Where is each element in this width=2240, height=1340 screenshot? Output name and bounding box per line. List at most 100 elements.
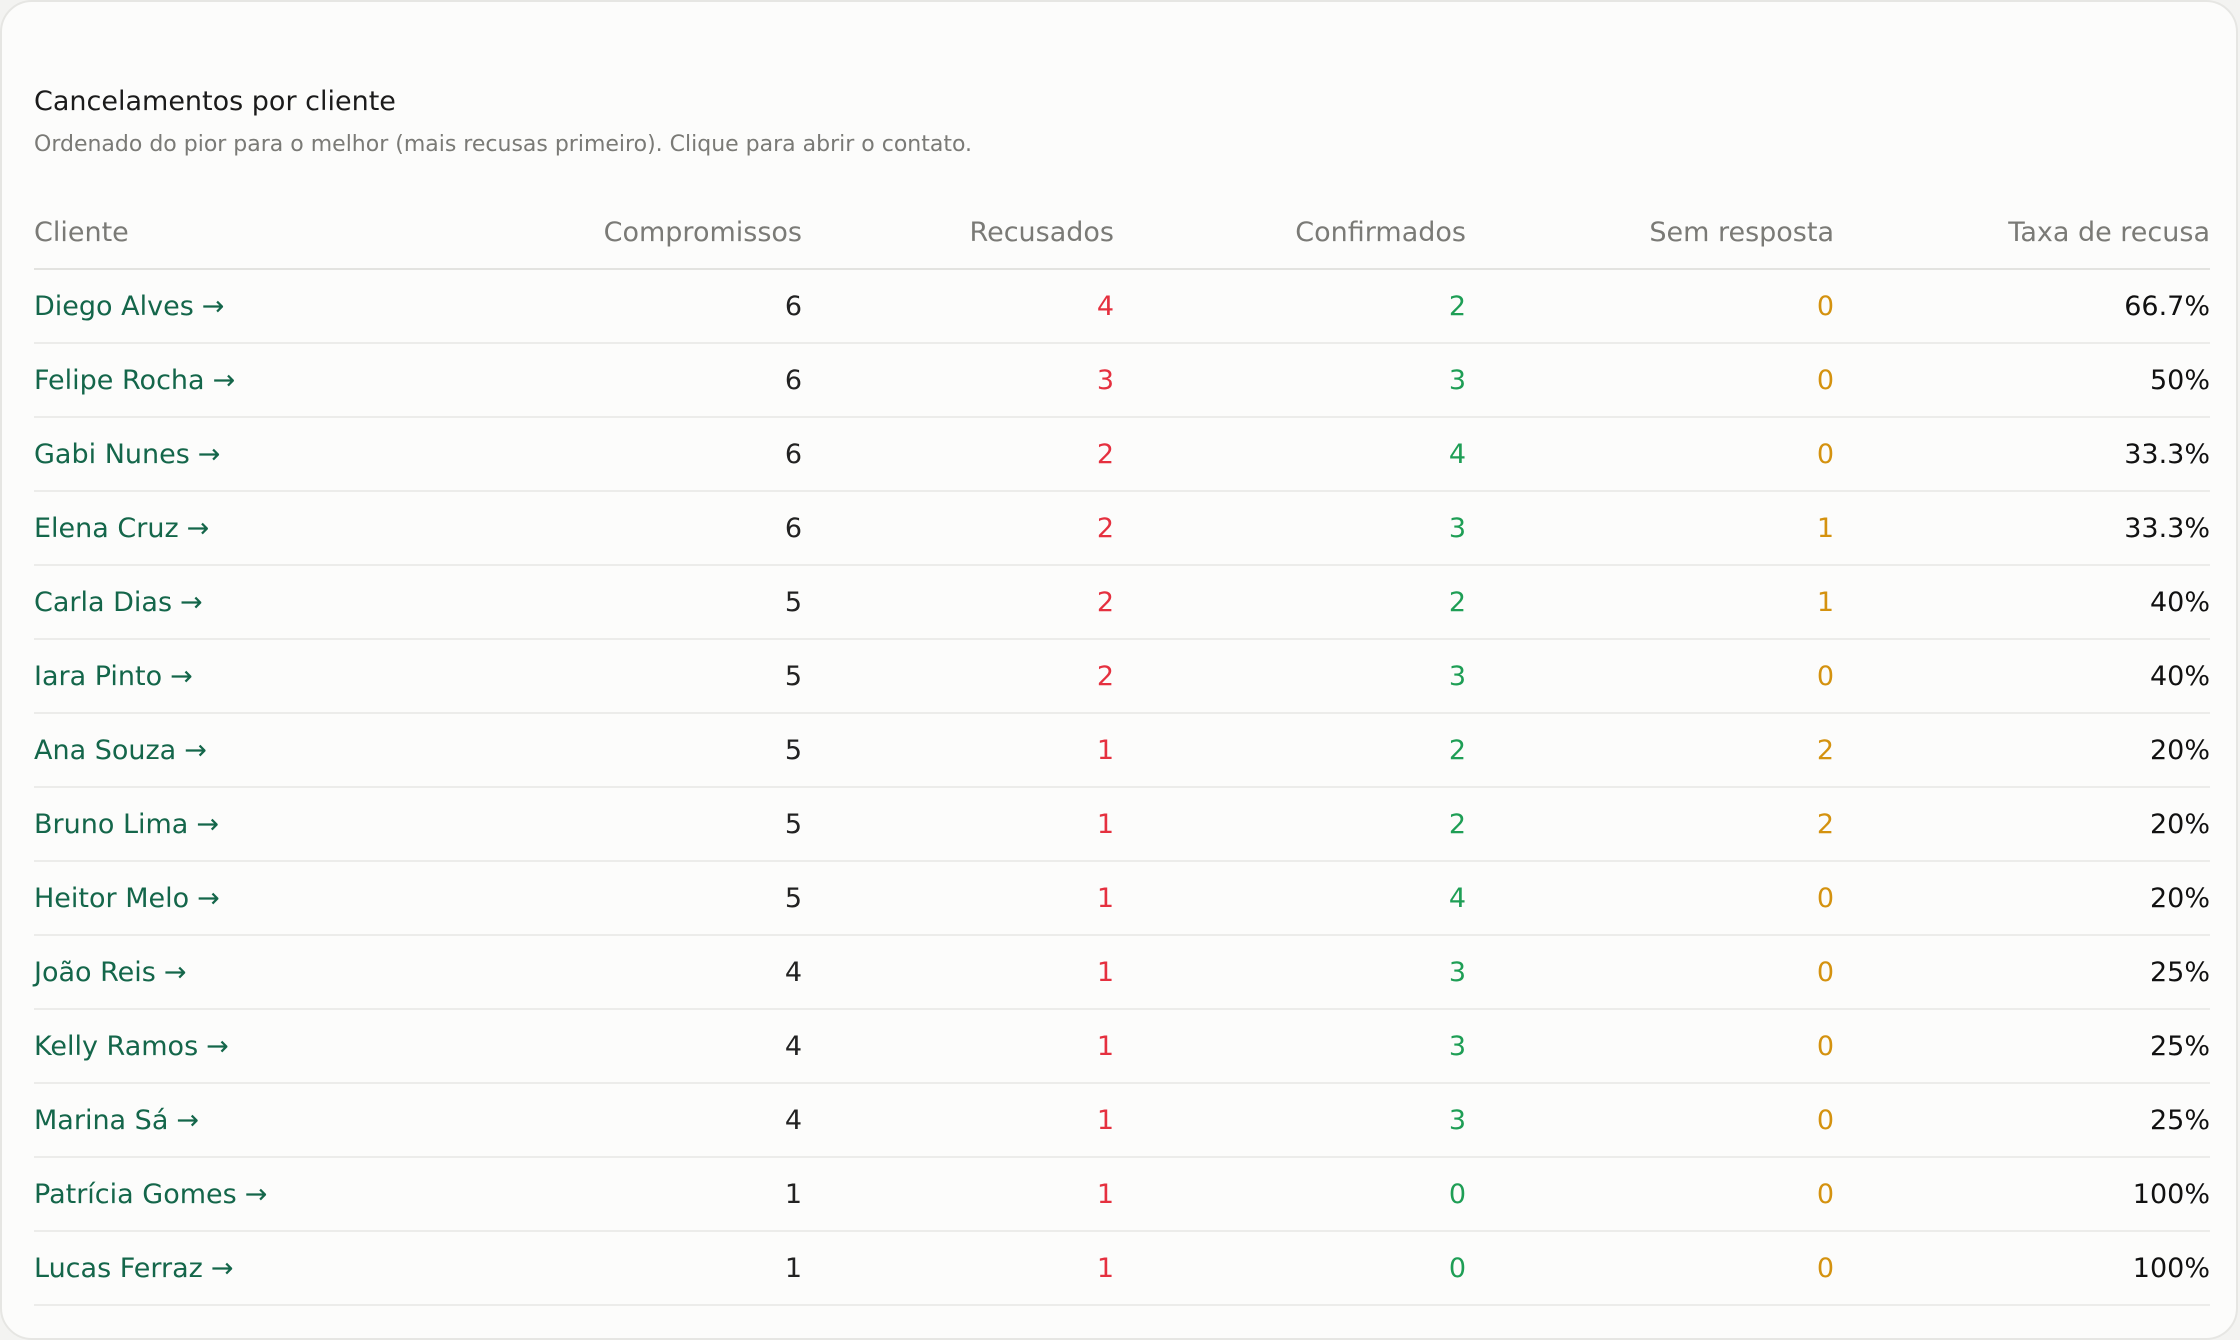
arrow-right-icon: → [210,1252,234,1284]
cliente-cell: Elena Cruz → [34,491,434,566]
compromissos-cell: 5 [434,861,802,936]
recusados-cell: 1 [802,1083,1114,1158]
table-row: Diego Alves → 6 4 2 0 66.7% [34,269,2210,344]
confirmados-cell: 2 [1114,565,1466,640]
card-title: Cancelamentos por cliente [34,86,396,117]
sem-resposta-cell: 2 [1466,787,1834,862]
compromissos-cell: 6 [434,343,802,418]
client-contact-link[interactable]: Patrícia Gomes → [34,1179,267,1210]
client-contact-link[interactable]: Gabi Nunes → [34,439,220,470]
table-row: Patrícia Gomes → 1 1 0 0 100% [34,1157,2210,1232]
taxa-de-recusa-cell: 40% [1834,565,2210,640]
client-contact-link[interactable]: Elena Cruz → [34,513,209,544]
table-row: Lucas Ferraz → 1 1 0 0 100% [34,1231,2210,1306]
sem-resposta-cell: 0 [1466,1083,1834,1158]
table-row: Heitor Melo → 5 1 4 0 20% [34,861,2210,936]
confirmados-cell: 3 [1114,343,1466,418]
taxa-de-recusa-cell: 20% [1834,861,2210,936]
sem-resposta-cell: 0 [1466,639,1834,714]
cliente-cell: Ana Souza → [34,713,434,788]
confirmados-cell: 3 [1114,935,1466,1010]
client-name: Heitor Melo [34,882,190,914]
recusados-cell: 1 [802,1009,1114,1084]
client-name: Patrícia Gomes [34,1178,237,1210]
recusados-cell: 1 [802,1157,1114,1232]
table-row: Gabi Nunes → 6 2 4 0 33.3% [34,417,2210,492]
compromissos-cell: 4 [434,935,802,1010]
arrow-right-icon: → [186,512,210,544]
cancellations-table: Cliente Compromissos Recusados Confirmad… [34,196,2210,1306]
confirmados-cell: 4 [1114,861,1466,936]
table-row: Bruno Lima → 5 1 2 2 20% [34,787,2210,862]
arrow-right-icon: → [197,882,220,914]
arrow-right-icon: → [197,438,221,470]
taxa-de-recusa-cell: 33.3% [1834,417,2210,492]
compromissos-cell: 6 [434,269,802,344]
sem-resposta-cell: 0 [1466,1009,1834,1084]
confirmados-cell: 2 [1114,269,1466,344]
client-contact-link[interactable]: João Reis → [34,957,186,988]
sem-resposta-cell: 2 [1466,713,1834,788]
table-header-row: Cliente Compromissos Recusados Confirmad… [34,196,2210,270]
compromissos-cell: 5 [434,713,802,788]
taxa-de-recusa-cell: 100% [1834,1157,2210,1232]
client-name: Gabi Nunes [34,438,190,470]
client-contact-link[interactable]: Carla Dias → [34,587,203,618]
compromissos-cell: 1 [434,1157,802,1232]
sem-resposta-cell: 0 [1466,935,1834,1010]
cliente-cell: Iara Pinto → [34,639,434,714]
confirmados-cell: 2 [1114,713,1466,788]
client-contact-link[interactable]: Felipe Rocha → [34,365,235,396]
confirmados-cell: 3 [1114,639,1466,714]
client-contact-link[interactable]: Ana Souza → [34,735,207,766]
taxa-de-recusa-cell: 25% [1834,935,2210,1010]
cliente-cell: Gabi Nunes → [34,417,434,492]
client-contact-link[interactable]: Diego Alves → [34,291,224,322]
cliente-cell: Kelly Ramos → [34,1009,434,1084]
table-row: Carla Dias → 5 2 2 1 40% [34,565,2210,640]
column-header-confirmados: Confirmados [1114,196,1466,270]
table-row: Iara Pinto → 5 2 3 0 40% [34,639,2210,714]
sem-resposta-cell: 0 [1466,417,1834,492]
taxa-de-recusa-cell: 33.3% [1834,491,2210,566]
client-name: Iara Pinto [34,660,163,692]
arrow-right-icon: → [163,956,187,988]
taxa-de-recusa-cell: 20% [1834,787,2210,862]
column-header-compromissos: Compromissos [434,196,802,270]
recusados-cell: 3 [802,343,1114,418]
cliente-cell: Felipe Rocha → [34,343,434,418]
sem-resposta-cell: 1 [1466,491,1834,566]
recusados-cell: 1 [802,713,1114,788]
cliente-cell: Marina Sá → [34,1083,434,1158]
client-contact-link[interactable]: Kelly Ramos → [34,1031,229,1062]
confirmados-cell: 3 [1114,1009,1466,1084]
confirmados-cell: 3 [1114,491,1466,566]
table-row: Ana Souza → 5 1 2 2 20% [34,713,2210,788]
compromissos-cell: 5 [434,565,802,640]
recusados-cell: 1 [802,861,1114,936]
client-contact-link[interactable]: Marina Sá → [34,1105,199,1136]
sem-resposta-cell: 0 [1466,269,1834,344]
arrow-right-icon: → [170,660,193,692]
sem-resposta-cell: 0 [1466,1231,1834,1306]
client-name: Ana Souza [34,734,177,766]
table-row: Elena Cruz → 6 2 3 1 33.3% [34,491,2210,566]
sem-resposta-cell: 0 [1466,343,1834,418]
arrow-right-icon: → [176,1104,199,1136]
taxa-de-recusa-cell: 25% [1834,1083,2210,1158]
taxa-de-recusa-cell: 66.7% [1834,269,2210,344]
taxa-de-recusa-cell: 25% [1834,1009,2210,1084]
arrow-right-icon: → [244,1178,268,1210]
client-contact-link[interactable]: Bruno Lima → [34,809,219,840]
confirmados-cell: 0 [1114,1157,1466,1232]
column-header-recusados: Recusados [802,196,1114,270]
arrow-right-icon: → [206,1030,229,1062]
sem-resposta-cell: 1 [1466,565,1834,640]
client-name: Kelly Ramos [34,1030,199,1062]
client-contact-link[interactable]: Heitor Melo → [34,883,220,914]
client-contact-link[interactable]: Iara Pinto → [34,661,193,692]
client-contact-link[interactable]: Lucas Ferraz → [34,1253,233,1284]
confirmados-cell: 3 [1114,1083,1466,1158]
recusados-cell: 2 [802,639,1114,714]
